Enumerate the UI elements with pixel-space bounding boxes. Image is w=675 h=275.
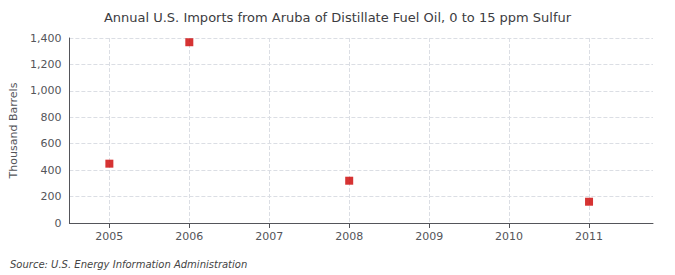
svg-text:600: 600 — [40, 137, 61, 150]
svg-text:Source: U.S. Energy Informatio: Source: U.S. Energy Information Administ… — [10, 259, 247, 270]
svg-text:2005: 2005 — [95, 230, 123, 243]
svg-text:1,200: 1,200 — [30, 58, 62, 71]
svg-text:2007: 2007 — [255, 230, 283, 243]
svg-text:Annual U.S. Imports from Aruba: Annual U.S. Imports from Aruba of Distil… — [104, 10, 572, 25]
svg-text:2009: 2009 — [415, 230, 443, 243]
svg-text:1,000: 1,000 — [30, 84, 62, 97]
svg-text:0: 0 — [54, 217, 61, 230]
svg-text:Thousand Barrels: Thousand Barrels — [7, 82, 20, 179]
svg-text:200: 200 — [40, 190, 61, 203]
svg-text:2010: 2010 — [495, 230, 523, 243]
svg-text:2011: 2011 — [575, 230, 603, 243]
svg-text:2008: 2008 — [335, 230, 363, 243]
svg-text:800: 800 — [40, 111, 61, 124]
svg-text:1,400: 1,400 — [30, 32, 62, 45]
svg-text:400: 400 — [40, 164, 61, 177]
svg-text:2006: 2006 — [175, 230, 203, 243]
